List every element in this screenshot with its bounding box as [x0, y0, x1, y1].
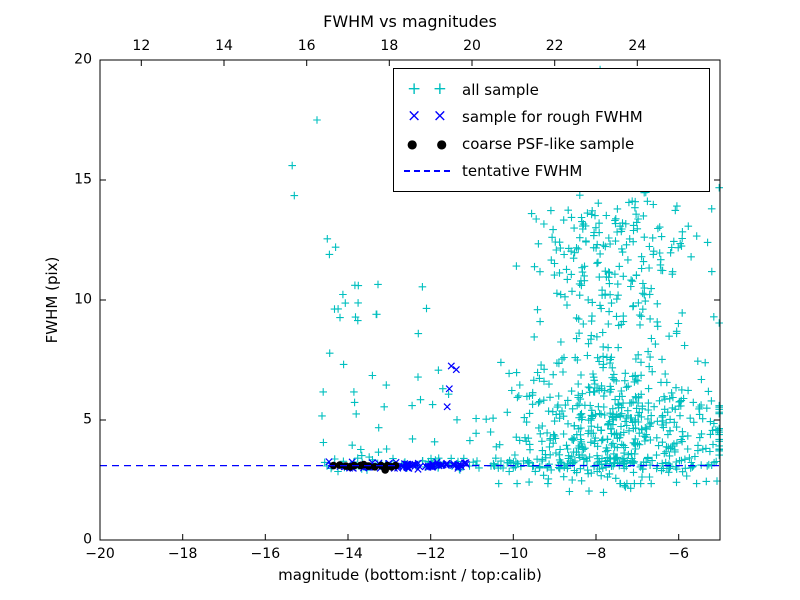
x-axis-label: magnitude (bottom:isnt / top:calib) [278, 566, 542, 584]
y-tick-label: 0 [83, 531, 92, 548]
legend-item-tentative-fwhm: tentative FWHM [404, 157, 699, 184]
top-tick-label: 14 [215, 38, 233, 54]
y-tick-label: 20 [74, 51, 92, 68]
legend-item-all-sample: + + all sample [404, 76, 699, 103]
series-sample-for-rough-fwhm [325, 362, 470, 473]
x-tick-label: −10 [498, 546, 529, 562]
top-tick-label: 22 [545, 38, 564, 54]
y-tick-label: 5 [83, 411, 92, 428]
x-tick-label: −20 [85, 546, 115, 562]
top-tick-label: 24 [628, 38, 647, 54]
plus-marker-icon: + + [407, 79, 447, 99]
series-coarse-psf-like-sample-point [371, 463, 379, 471]
legend-label: tentative FWHM [462, 161, 583, 180]
top-tick-label: 16 [297, 38, 316, 54]
legend-item-psf-sample: ● ● coarse PSF-like sample [404, 130, 699, 157]
series-coarse-psf-like-sample-point [391, 461, 400, 470]
legend-label: coarse PSF-like sample [462, 134, 635, 153]
top-tick-label: 20 [463, 38, 481, 54]
y-tick-label: 10 [74, 291, 92, 308]
y-axis-label: FWHM (pix) [43, 256, 61, 344]
x-tick-label: −12 [415, 546, 446, 562]
x-tick-label: −6 [668, 546, 689, 562]
legend-label: sample for rough FWHM [462, 107, 643, 126]
top-tick-label: 12 [132, 38, 151, 54]
x-tick-label: −14 [333, 546, 363, 562]
x-tick-label: −18 [167, 546, 198, 562]
x-tick-label: −8 [585, 546, 607, 562]
x-tick-label: −16 [250, 546, 281, 562]
chart-title: FWHM vs magnitudes [323, 12, 497, 31]
series-coarse-psf-like-sample-point [335, 461, 344, 469]
dashed-line-icon [404, 169, 450, 172]
y-tick-label: 15 [74, 171, 92, 188]
legend-label: all sample [462, 80, 539, 99]
x-marker-icon: × × [407, 106, 447, 126]
top-tick-label: 18 [380, 38, 399, 54]
legend: + + all sample × × sample for rough FWHM ●… [393, 68, 710, 192]
legend-item-rough-fwhm: × × sample for rough FWHM [404, 103, 699, 130]
dot-marker-icon: ● ● [407, 136, 447, 151]
